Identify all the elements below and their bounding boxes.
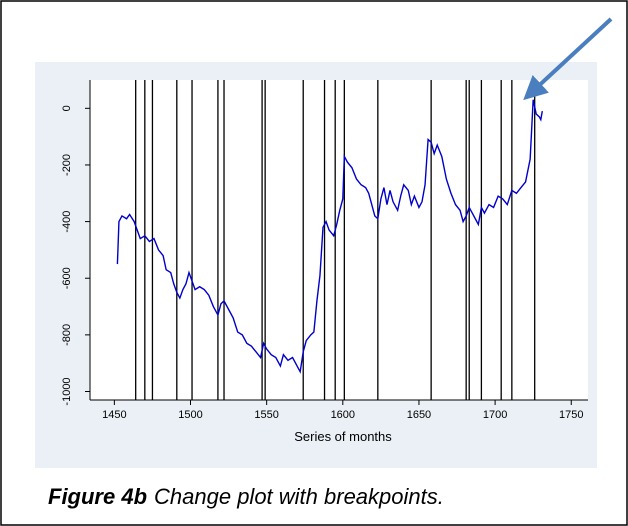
plot-area <box>90 80 588 400</box>
x-tick-label: 1650 <box>407 409 431 421</box>
x-axis-label: Series of months <box>294 429 392 444</box>
y-tick-label: -600 <box>61 267 73 289</box>
x-tick-label: 1500 <box>178 409 202 421</box>
y-tick-label: 0 <box>61 105 73 111</box>
y-tick-label: -1000 <box>61 377 73 405</box>
caption-label: Figure 4b <box>48 484 147 509</box>
x-tick-label: 1700 <box>483 409 507 421</box>
y-tick-label: -800 <box>61 324 73 346</box>
x-tick-label: 1550 <box>254 409 278 421</box>
y-tick-label: -400 <box>61 211 73 233</box>
caption: Figure 4b Change plot with breakpoints. <box>48 484 444 509</box>
series-line <box>116 99 543 374</box>
caption-text: Change plot with breakpoints. <box>154 484 444 509</box>
y-tick-label: -200 <box>61 154 73 176</box>
x-tick-label: 1450 <box>102 409 126 421</box>
x-tick-label: 1600 <box>331 409 355 421</box>
x-tick-label: 1750 <box>559 409 583 421</box>
arrow <box>523 17 613 101</box>
